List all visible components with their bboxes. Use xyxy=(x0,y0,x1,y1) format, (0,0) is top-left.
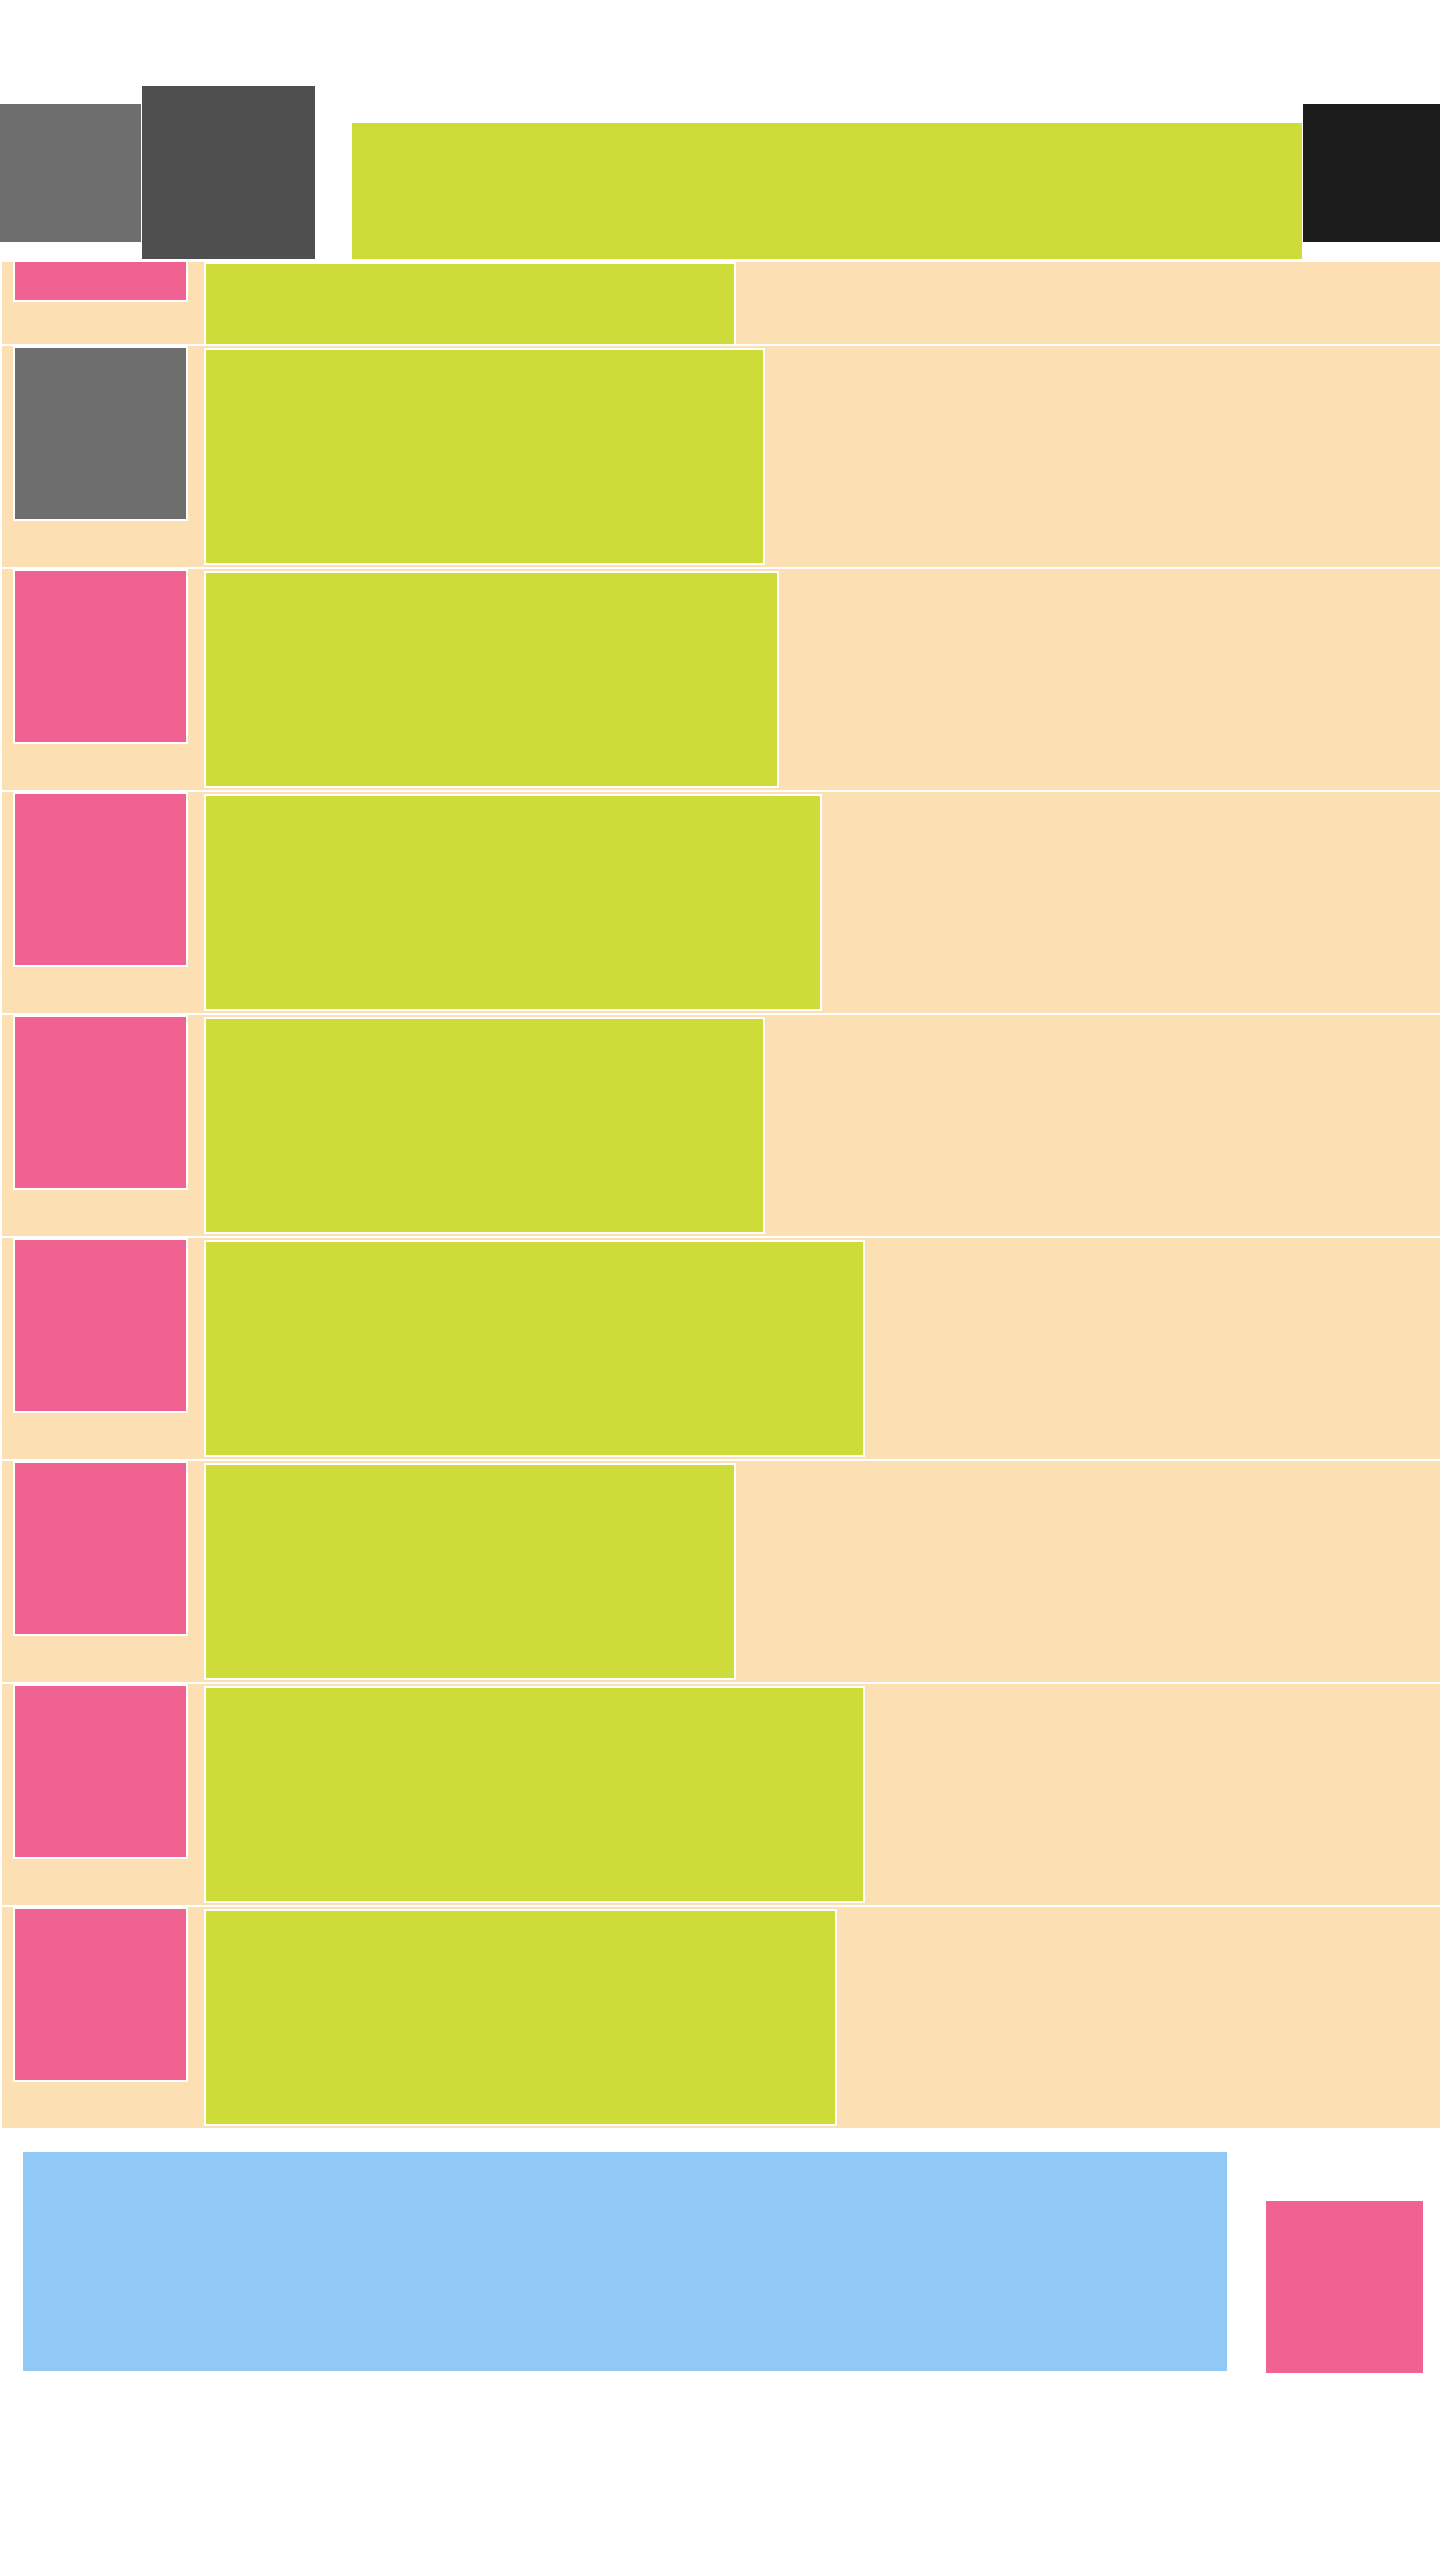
list-item[interactable] xyxy=(2,1907,1440,2130)
list-item-thumbnail[interactable] xyxy=(13,262,188,302)
list-item-thumbnail[interactable] xyxy=(13,1238,188,1413)
list-item[interactable] xyxy=(2,1461,1440,1684)
list-item-content xyxy=(204,571,779,788)
list-item-thumbnail[interactable] xyxy=(13,346,188,521)
list-item-content xyxy=(204,794,822,1011)
list-item[interactable] xyxy=(2,346,1440,569)
send-button[interactable] xyxy=(1266,2201,1423,2373)
list-item[interactable] xyxy=(2,262,1440,346)
list-item-thumbnail[interactable] xyxy=(13,569,188,744)
list-item-thumbnail[interactable] xyxy=(13,1015,188,1190)
back-button[interactable] xyxy=(0,104,141,242)
item-list[interactable] xyxy=(2,262,1440,2130)
list-item[interactable] xyxy=(2,1015,1440,1238)
list-item-content xyxy=(204,348,765,565)
avatar[interactable] xyxy=(142,86,315,259)
list-item-content xyxy=(204,1463,736,1680)
list-item-content xyxy=(204,262,736,346)
more-menu-button[interactable] xyxy=(1303,104,1440,242)
list-item-thumbnail[interactable] xyxy=(13,1907,188,2082)
app-header xyxy=(0,0,1440,262)
message-composer-input[interactable] xyxy=(23,2152,1227,2371)
list-item-content xyxy=(204,1686,865,1903)
list-item-content xyxy=(204,1017,765,1234)
list-item[interactable] xyxy=(2,1238,1440,1461)
list-item[interactable] xyxy=(2,1684,1440,1907)
page-title xyxy=(352,123,1302,259)
list-item-thumbnail[interactable] xyxy=(13,1461,188,1636)
list-item[interactable] xyxy=(2,792,1440,1015)
list-item-thumbnail[interactable] xyxy=(13,792,188,967)
list-item-thumbnail[interactable] xyxy=(13,1684,188,1859)
list-item-content xyxy=(204,1240,865,1457)
list-item-content xyxy=(204,1909,837,2126)
list-item[interactable] xyxy=(2,569,1440,792)
